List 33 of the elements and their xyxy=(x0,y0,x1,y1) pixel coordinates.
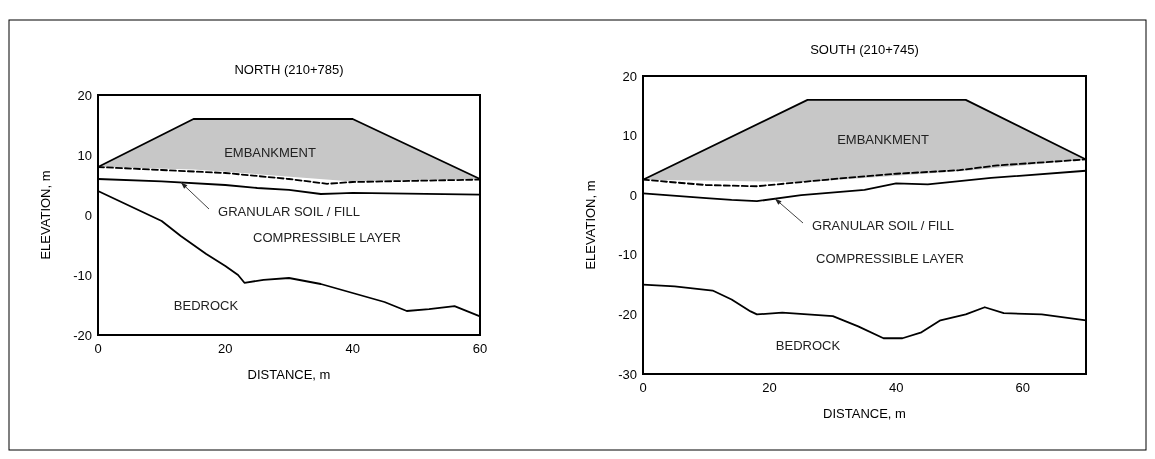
annotation: EMBANKMENT xyxy=(224,144,316,160)
x-tick-label: 40 xyxy=(345,341,360,356)
y-tick-label: -10 xyxy=(618,247,637,263)
annotation: EMBANKMENT xyxy=(837,131,929,147)
y-tick-label: -20 xyxy=(73,327,92,343)
x-axis-title: DISTANCE, m xyxy=(247,367,331,382)
annotation: GRANULAR SOIL / FILL xyxy=(812,217,954,233)
x-tick-label: 60 xyxy=(472,341,488,356)
y-tick-label: -20 xyxy=(618,306,637,322)
x-tick-label: 20 xyxy=(218,341,233,356)
y-tick-label: 0 xyxy=(84,207,92,223)
annotation: COMPRESSIBLE LAYER xyxy=(816,250,964,266)
y-axis-title: ELEVATION, m xyxy=(38,170,53,260)
x-tick-label: 20 xyxy=(762,380,777,395)
y-tick-label: -10 xyxy=(73,267,92,283)
y-tick-label: 10 xyxy=(77,147,92,163)
chart-title: NORTH (210+785) xyxy=(234,62,344,77)
y-tick-label: 10 xyxy=(622,128,637,144)
annotation: BEDROCK xyxy=(775,337,841,353)
x-tick-label: 60 xyxy=(1015,380,1030,395)
chart-title: SOUTH (210+745) xyxy=(810,42,919,57)
y-tick-label: 20 xyxy=(77,87,92,103)
x-axis-title: DISTANCE, m xyxy=(823,406,906,421)
x-tick-label: 40 xyxy=(888,380,904,395)
y-tick-label: -30 xyxy=(618,366,637,382)
x-tick-label: 0 xyxy=(639,380,647,395)
y-tick-label: 20 xyxy=(622,68,637,84)
annotation: GRANULAR SOIL / FILL xyxy=(218,203,360,219)
annotation: COMPRESSIBLE LAYER xyxy=(253,229,401,245)
y-tick-label: 0 xyxy=(629,187,637,203)
y-axis-title: ELEVATION, m xyxy=(583,180,598,270)
annotation: BEDROCK xyxy=(173,297,239,313)
x-tick-label: 0 xyxy=(94,341,102,356)
